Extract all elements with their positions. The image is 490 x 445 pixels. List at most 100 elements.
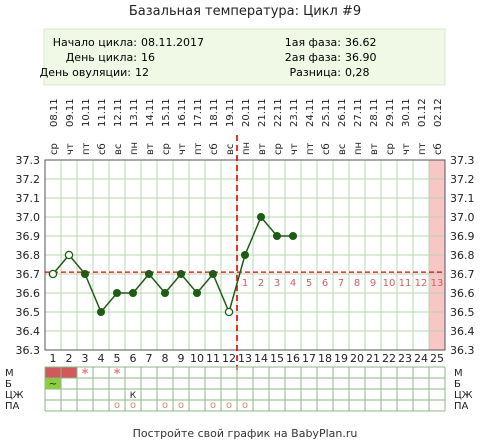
pa-symbol: o [226, 400, 232, 411]
phase1-value: 36.62 [345, 36, 377, 49]
y-tick-label-left: 37.2 [16, 173, 41, 186]
symptom-row-label-right: ЦЖ [454, 390, 473, 401]
weekday-label: вс [225, 144, 236, 155]
day-number-label: 15 [270, 352, 284, 365]
date-label: 09.11 [65, 98, 76, 127]
temperature-point [224, 307, 234, 317]
y-tick-label-left: 37.3 [16, 154, 41, 167]
y-tick-label-left: 37.1 [16, 192, 41, 205]
cervical-symbol: К [130, 391, 137, 401]
y-tick-label-left: 37.0 [16, 211, 41, 224]
weekday-label: сб [209, 143, 220, 155]
date-label: 11.11 [97, 98, 108, 127]
day-number-label: 17 [302, 352, 316, 365]
date-label: 02.12 [433, 98, 444, 127]
y-tick-label-left: 36.6 [16, 287, 41, 300]
symptom-row-label-right: ПА [454, 401, 469, 412]
date-label: 01.12 [417, 98, 428, 127]
phase2-value: 36.90 [345, 51, 377, 64]
temperature-point [144, 269, 154, 279]
day-number-label: 16 [286, 352, 300, 365]
y-tick-label-right: 36.7 [450, 268, 475, 281]
weekday-label: пн [353, 142, 364, 155]
day-label: День цикла: [66, 51, 137, 64]
weekday-label: пн [129, 142, 140, 155]
temperature-point [96, 307, 106, 317]
date-label: 28.11 [369, 98, 380, 127]
y-tick-label-left: 36.7 [16, 268, 41, 281]
day-number-label: 18 [318, 352, 332, 365]
weekday-label: чт [289, 143, 300, 155]
date-label: 19.11 [225, 98, 236, 127]
pa-symbol: o [114, 400, 120, 411]
luteal-day-number: 3 [274, 278, 280, 289]
weekday-label: пт [417, 142, 428, 155]
day-number-label: 9 [178, 352, 185, 365]
weekday-label: вт [369, 143, 380, 155]
date-label: 10.11 [81, 98, 92, 127]
temperature-point [48, 269, 58, 279]
weekday-label: вс [337, 144, 348, 155]
pa-symbol: o [178, 400, 184, 411]
date-label: 29.11 [385, 98, 396, 127]
day-number-label: 19 [334, 352, 348, 365]
temperature-point [128, 288, 138, 298]
luteal-day-number: 10 [383, 278, 396, 289]
date-label: 18.11 [209, 98, 220, 127]
weekday-label: сб [433, 143, 444, 155]
y-tick-label-right: 37.0 [450, 211, 475, 224]
weekday-label: пн [241, 142, 252, 155]
date-label: 27.11 [353, 98, 364, 127]
y-tick-label-left: 36.9 [16, 230, 41, 243]
y-tick-label-right: 37.3 [450, 154, 475, 167]
temperature-point [256, 212, 266, 222]
temperature-point [176, 269, 186, 279]
temperature-point [80, 269, 90, 279]
date-label: 20.11 [241, 98, 252, 127]
weekday-label: ср [385, 143, 396, 155]
day-number-label: 12 [222, 352, 236, 365]
discharge-cell [45, 378, 61, 389]
temperature-point [208, 269, 218, 279]
luteal-day-number: 13 [431, 278, 444, 289]
temperature-point [112, 288, 122, 298]
y-tick-label-right: 36.6 [450, 287, 475, 300]
date-label: 15.11 [161, 98, 172, 127]
date-label: 14.11 [145, 98, 156, 127]
day-number-label: 20 [350, 352, 364, 365]
y-tick-label-left: 36.5 [16, 306, 41, 319]
luteal-day-number: 4 [290, 278, 296, 289]
date-label: 21.11 [257, 98, 268, 127]
temperature-line [52, 215, 293, 315]
day-number-label: 10 [190, 352, 204, 365]
day-number-label: 1 [50, 352, 57, 365]
y-tick-label-left: 36.3 [16, 344, 41, 357]
date-label: 30.11 [401, 98, 412, 127]
weekday-label: ср [49, 143, 60, 155]
symptom-row-label-right: М [454, 368, 463, 379]
date-label: 22.11 [273, 98, 284, 127]
day-number-label: 2 [66, 352, 73, 365]
date-label: 17.11 [193, 98, 204, 127]
weekday-label: чт [177, 143, 188, 155]
y-tick-label-right: 37.1 [450, 192, 475, 205]
pa-symbol: o [130, 400, 136, 411]
date-label: 25.11 [321, 98, 332, 127]
luteal-day-number: 5 [306, 278, 312, 289]
temperature-point [288, 231, 298, 241]
start-label: Начало цикла: [53, 36, 137, 49]
y-tick-label-right: 36.9 [450, 230, 475, 243]
luteal-day-number: 2 [258, 278, 264, 289]
luteal-day-number: 11 [399, 278, 412, 289]
start-value: 08.11.2017 [141, 36, 204, 49]
luteal-day-number: 6 [322, 278, 328, 289]
info-panel [43, 28, 446, 86]
pa-symbol: o [242, 400, 248, 411]
weekday-label: сб [97, 143, 108, 155]
y-tick-label-right: 36.8 [450, 249, 475, 262]
temperature-point [64, 250, 74, 260]
weekday-label: пт [81, 142, 92, 155]
menstruation-cell [61, 367, 77, 378]
ovulation-label: День овуляции: [40, 66, 131, 79]
